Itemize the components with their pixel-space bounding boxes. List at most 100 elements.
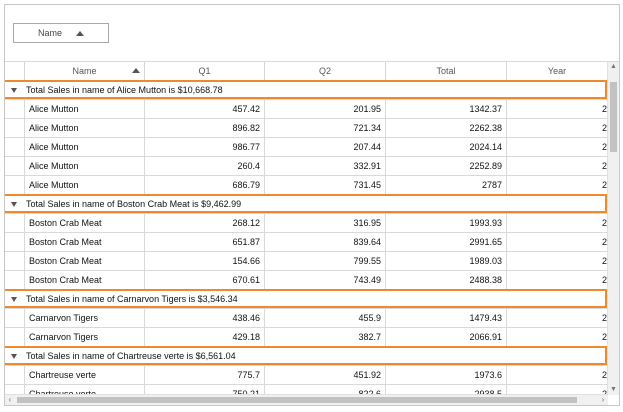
cell-name[interactable]: Alice Mutton (25, 119, 145, 137)
cell-q1[interactable]: 154.66 (145, 252, 265, 270)
group-summary-row[interactable]: Total Sales in name of Chartreuse verte … (5, 346, 608, 366)
cell-year[interactable]: 2 (507, 100, 608, 118)
table-row[interactable]: Alice Mutton 686.79 731.45 2787 2 (5, 176, 608, 195)
table-row[interactable]: Boston Crab Meat 670.61 743.49 2488.38 2 (5, 271, 608, 290)
column-header-name[interactable]: Name (25, 62, 145, 80)
cell-year[interactable]: 2 (507, 157, 608, 175)
cell-total[interactable]: 1342.37 (386, 100, 507, 118)
cell-q1[interactable]: 775.7 (145, 366, 265, 384)
cell-total[interactable]: 1973.6 (386, 366, 507, 384)
group-drop-area[interactable]: Name (5, 5, 619, 62)
cell-q1[interactable]: 429.18 (145, 328, 265, 346)
group-summary-row[interactable]: Total Sales in name of Boston Crab Meat … (5, 194, 608, 214)
cell-year[interactable]: 2 (507, 328, 608, 346)
cell-name[interactable]: Chartreuse verte (25, 366, 145, 384)
cell-q2[interactable]: 332.91 (265, 157, 386, 175)
cell-year[interactable]: 2 (507, 119, 608, 137)
cell-total[interactable]: 2262.38 (386, 119, 507, 137)
cell-name[interactable]: Carnarvon Tigers (25, 309, 145, 327)
cell-total[interactable]: 2066.91 (386, 328, 507, 346)
collapse-group-icon[interactable] (11, 201, 17, 207)
cell-name[interactable]: Boston Crab Meat (25, 233, 145, 251)
cell-q1[interactable]: 986.77 (145, 138, 265, 156)
cell-year[interactable]: 2 (507, 271, 608, 289)
cell-name[interactable]: Alice Mutton (25, 157, 145, 175)
cell-q2[interactable]: 731.45 (265, 176, 386, 194)
cell-total[interactable]: 2488.38 (386, 271, 507, 289)
cell-q1[interactable]: 651.87 (145, 233, 265, 251)
cell-year[interactable]: 2 (507, 309, 608, 327)
cell-q1[interactable]: 268.12 (145, 214, 265, 232)
cell-name[interactable]: Alice Mutton (25, 138, 145, 156)
group-summary-row[interactable]: Total Sales in name of Alice Mutton is $… (5, 80, 608, 100)
horizontal-scrollbar[interactable]: ‹ › (5, 394, 608, 405)
column-header-q2[interactable]: Q2 (265, 62, 386, 80)
table-row[interactable]: Chartreuse verte 775.7 451.92 1973.6 2 (5, 366, 608, 385)
cell-name[interactable]: Boston Crab Meat (25, 252, 145, 270)
grid-body: Total Sales in name of Alice Mutton is $… (5, 80, 608, 404)
cell-total[interactable]: 2991.65 (386, 233, 507, 251)
table-row[interactable]: Carnarvon Tigers 429.18 382.7 2066.91 2 (5, 328, 608, 347)
table-row[interactable]: Boston Crab Meat 154.66 799.55 1989.03 2 (5, 252, 608, 271)
horizontal-scroll-thumb[interactable] (17, 397, 577, 403)
cell-year[interactable]: 2 (507, 138, 608, 156)
table-row[interactable]: Boston Crab Meat 268.12 316.95 1993.93 2 (5, 214, 608, 233)
cell-name[interactable]: Boston Crab Meat (25, 214, 145, 232)
cell-q1[interactable]: 438.46 (145, 309, 265, 327)
cell-name[interactable]: Boston Crab Meat (25, 271, 145, 289)
cell-q2[interactable]: 799.55 (265, 252, 386, 270)
cell-total[interactable]: 1989.03 (386, 252, 507, 270)
scroll-up-icon[interactable]: ▲ (610, 63, 617, 70)
cell-q1[interactable]: 670.61 (145, 271, 265, 289)
cell-total[interactable]: 1993.93 (386, 214, 507, 232)
table-row[interactable]: Boston Crab Meat 651.87 839.64 2991.65 2 (5, 233, 608, 252)
cell-year[interactable]: 2 (507, 252, 608, 270)
cell-q2[interactable]: 743.49 (265, 271, 386, 289)
cell-total[interactable]: 2024.14 (386, 138, 507, 156)
cell-q2[interactable]: 839.64 (265, 233, 386, 251)
column-header-q1[interactable]: Q1 (145, 62, 265, 80)
cell-q2[interactable]: 455.9 (265, 309, 386, 327)
cell-q2[interactable]: 207.44 (265, 138, 386, 156)
column-header-year[interactable]: Year (507, 62, 608, 80)
cell-year[interactable]: 2 (507, 366, 608, 384)
cell-q2[interactable]: 316.95 (265, 214, 386, 232)
cell-total[interactable]: 2787 (386, 176, 507, 194)
group-summary-text: Total Sales in name of Carnarvon Tigers … (26, 294, 238, 304)
scroll-left-icon[interactable]: ‹ (8, 395, 12, 404)
row-indent (5, 309, 25, 327)
cell-name[interactable]: Alice Mutton (25, 100, 145, 118)
cell-q2[interactable]: 451.92 (265, 366, 386, 384)
cell-year[interactable]: 2 (507, 214, 608, 232)
cell-q2[interactable]: 721.34 (265, 119, 386, 137)
row-indent (5, 157, 25, 175)
cell-name[interactable]: Alice Mutton (25, 176, 145, 194)
table-row[interactable]: Alice Mutton 986.77 207.44 2024.14 2 (5, 138, 608, 157)
group-by-name-chip[interactable]: Name (13, 23, 109, 43)
collapse-group-icon[interactable] (11, 353, 17, 359)
cell-q2[interactable]: 382.7 (265, 328, 386, 346)
table-row[interactable]: Carnarvon Tigers 438.46 455.9 1479.43 2 (5, 309, 608, 328)
scroll-down-icon[interactable]: ▼ (610, 386, 617, 393)
collapse-group-icon[interactable] (11, 296, 17, 302)
cell-q2[interactable]: 201.95 (265, 100, 386, 118)
cell-year[interactable]: 2 (507, 176, 608, 194)
cell-total[interactable]: 1479.43 (386, 309, 507, 327)
table-row[interactable]: Alice Mutton 896.82 721.34 2262.38 2 (5, 119, 608, 138)
table-row[interactable]: Alice Mutton 260.4 332.91 2252.89 2 (5, 157, 608, 176)
sort-ascending-icon (132, 68, 140, 73)
scroll-right-icon[interactable]: › (601, 395, 605, 404)
cell-name[interactable]: Carnarvon Tigers (25, 328, 145, 346)
cell-q1[interactable]: 457.42 (145, 100, 265, 118)
cell-year[interactable]: 2 (507, 233, 608, 251)
cell-total[interactable]: 2252.89 (386, 157, 507, 175)
cell-q1[interactable]: 896.82 (145, 119, 265, 137)
cell-q1[interactable]: 260.4 (145, 157, 265, 175)
table-row[interactable]: Alice Mutton 457.42 201.95 1342.37 2 (5, 100, 608, 119)
group-summary-row[interactable]: Total Sales in name of Carnarvon Tigers … (5, 289, 608, 309)
cell-q1[interactable]: 686.79 (145, 176, 265, 194)
vertical-scroll-thumb[interactable] (610, 82, 617, 152)
vertical-scrollbar[interactable]: ▲ ▼ (607, 62, 619, 395)
column-header-total[interactable]: Total (386, 62, 507, 80)
collapse-group-icon[interactable] (11, 87, 17, 93)
